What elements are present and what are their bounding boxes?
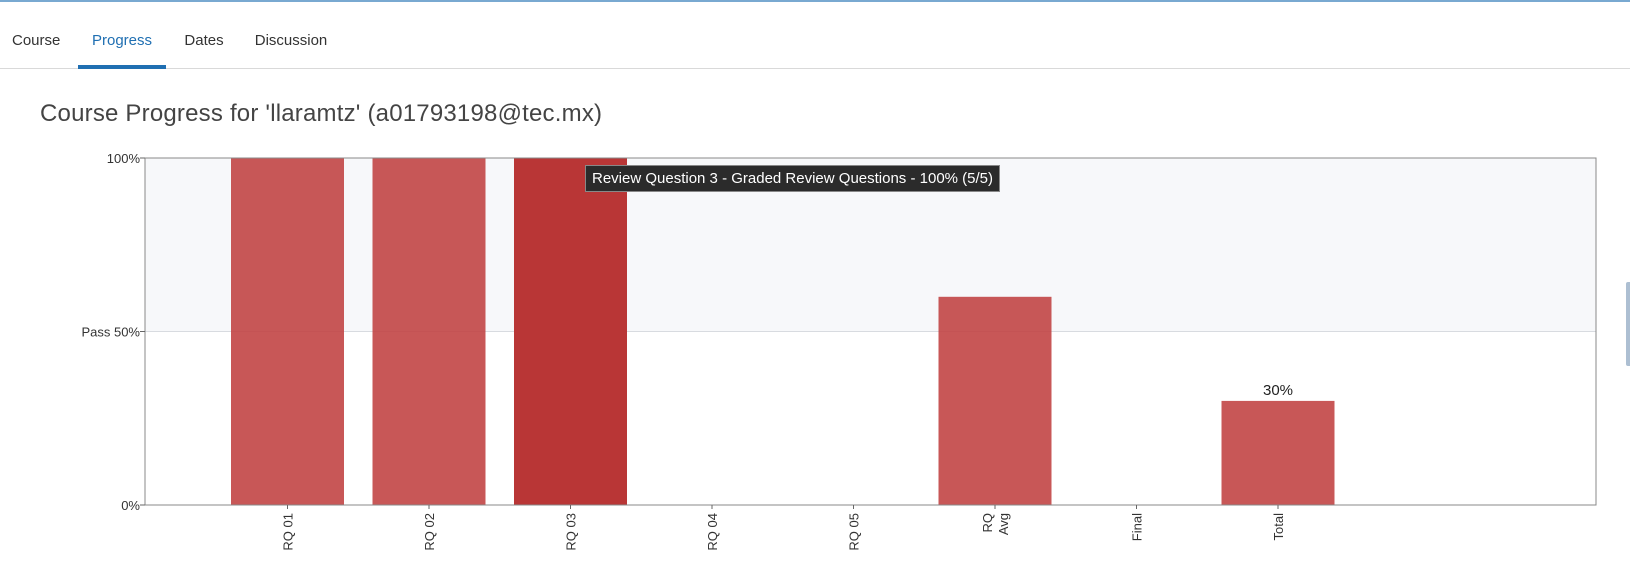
x-tick-label: Final <box>1130 513 1145 541</box>
x-tick-label: RQ 04 <box>705 513 720 551</box>
page-title: Course Progress for 'llaramtz' (a0179319… <box>40 100 603 127</box>
y-tick-label: 0% <box>121 498 140 513</box>
side-scroll-handle[interactable] <box>1626 282 1630 366</box>
top-accent-line <box>0 0 1630 2</box>
tab-course[interactable]: Course <box>12 32 61 49</box>
y-tick-label: Pass 50% <box>81 325 140 340</box>
bar-rq-01[interactable] <box>231 158 344 505</box>
tab-progress[interactable]: Progress <box>78 2 166 69</box>
bar-rq-02[interactable] <box>372 158 486 505</box>
x-tick-label: RQ 05 <box>847 513 862 551</box>
x-tick-label: Total <box>1271 513 1286 541</box>
bar-rq-avg[interactable] <box>938 296 1052 505</box>
tab-dates[interactable]: Dates <box>184 32 224 49</box>
y-tick-label: 100% <box>107 151 141 166</box>
x-tick-label: RQ 03 <box>564 513 579 551</box>
x-tick-label: RQ 01 <box>281 513 296 551</box>
active-tab-indicator <box>78 65 166 69</box>
bar-rq-03[interactable] <box>514 158 627 505</box>
data-label: 30% <box>1263 382 1293 399</box>
bar-tooltip: Review Question 3 - Graded Review Questi… <box>585 165 1001 192</box>
bar-total[interactable] <box>1221 400 1335 505</box>
tab-discussion[interactable]: Discussion <box>254 32 328 49</box>
x-tick-label: RQ 02 <box>422 513 437 551</box>
course-tabs: Course Progress Dates Discussion <box>0 2 1630 69</box>
x-tick-label: RQAvg <box>980 513 1011 535</box>
